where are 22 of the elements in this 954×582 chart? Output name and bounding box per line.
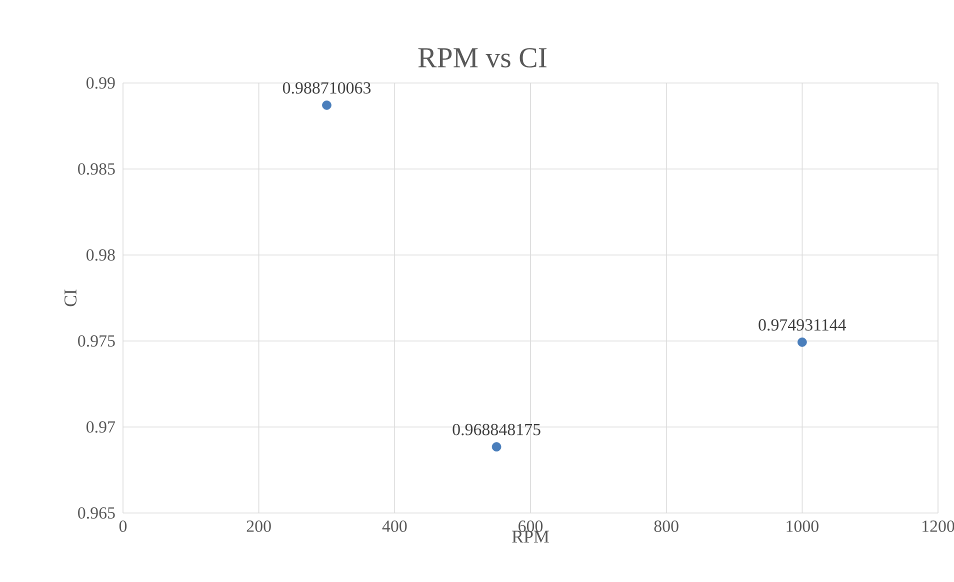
y-axis-title: CI [64, 290, 77, 306]
x-tick-label: 1000 [786, 520, 818, 532]
x-tick-label: 400 [382, 520, 407, 532]
x-tick-label: 1200 [922, 520, 954, 532]
data-label: 0.988710063 [282, 82, 371, 94]
point [322, 100, 332, 110]
y-tick-label: 0.97 [86, 421, 116, 433]
x-tick-label: 800 [654, 520, 678, 532]
y-tick-label: 0.99 [86, 77, 115, 89]
y-tick-label: 0.98 [86, 249, 115, 261]
x-tick-label: 200 [246, 520, 271, 532]
y-tick-label: 0.985 [78, 163, 115, 175]
x-tick-label: 600 [518, 520, 543, 532]
x-tick-label: 0 [119, 520, 127, 532]
y-tick-label: 0.965 [78, 507, 115, 519]
data-label: 0.968848175 [452, 424, 540, 436]
chart-title: RPM vs CI [418, 48, 546, 68]
x-axis-title: RPM [512, 530, 549, 543]
data-label: 0.974931144 [758, 319, 846, 331]
point [492, 442, 502, 452]
point [797, 338, 807, 347]
y-tick-label: 0.975 [78, 335, 115, 347]
